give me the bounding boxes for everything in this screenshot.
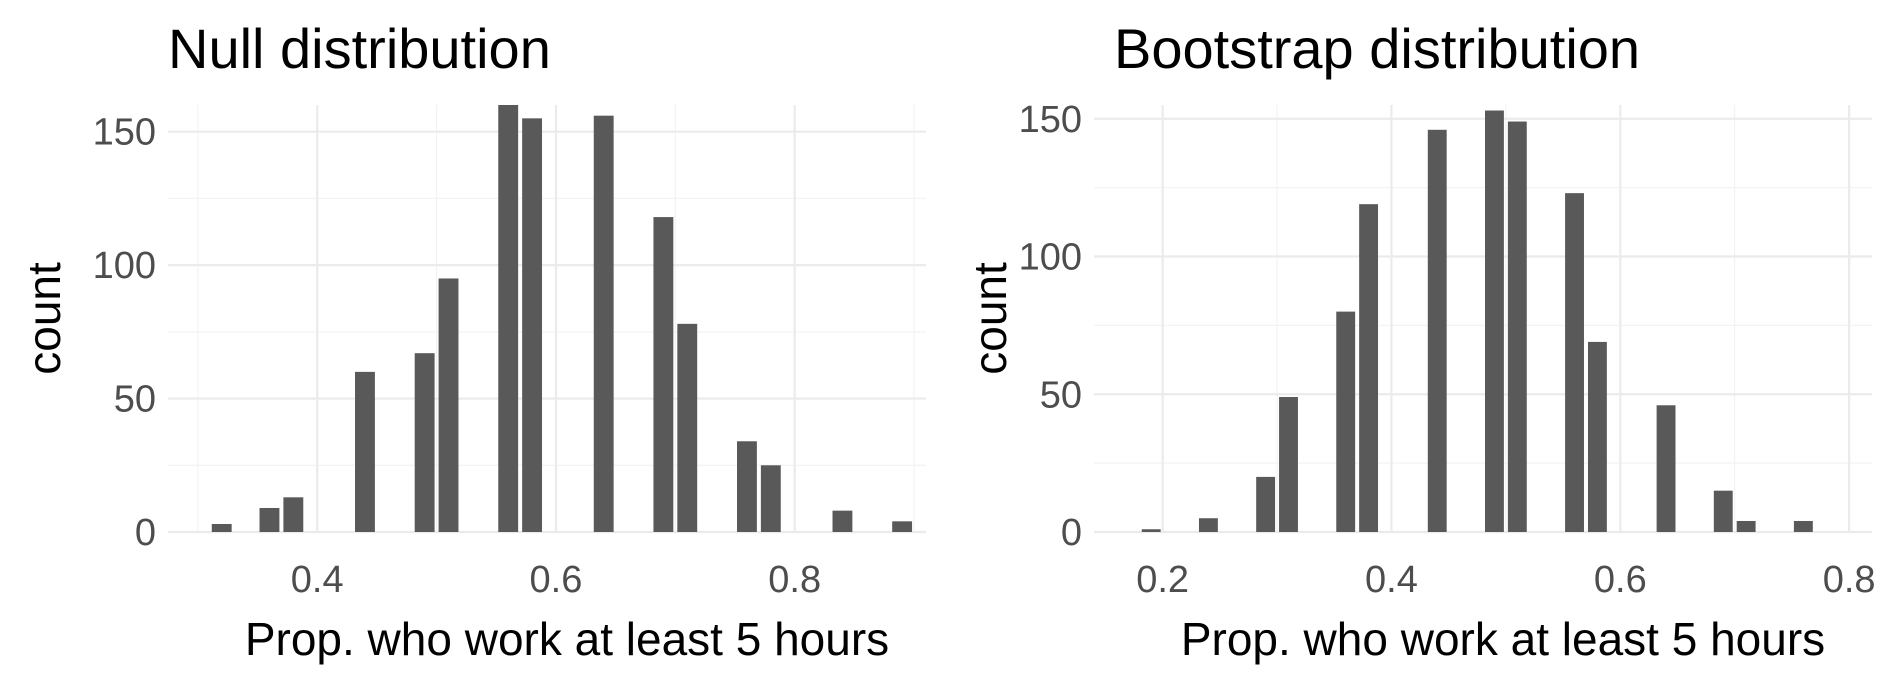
- x-axis-title: Prop. who work at least 5 hours: [245, 613, 889, 665]
- histogram-bar: [1485, 110, 1504, 532]
- x-tick-label: 0.6: [1594, 559, 1647, 601]
- histogram-bar: [1427, 129, 1447, 532]
- y-tick-label: 100: [1019, 237, 1082, 279]
- histogram-bar: [1656, 405, 1676, 532]
- histogram-bar: [1565, 193, 1584, 532]
- bootstrap-distribution-chart: 0.2 0.4 0.6 0.8 0 50 100 150 Bootstrap distribut…: [964, 17, 1876, 665]
- null-distribution-chart: 0.4 0.6 0.8 0 50 100 150 Null distribution Prop.…: [18, 17, 926, 665]
- histogram-bar: [522, 118, 543, 532]
- bootstrap-distribution-panel: 0.2 0.4 0.6 0.8 0 50 100 150 Bootstrap distribut…: [946, 0, 1892, 688]
- y-axis-title: count: [18, 262, 70, 375]
- y-tick-label: 150: [1019, 99, 1082, 141]
- histogram-bar: [593, 115, 614, 533]
- histogram-bar: [1141, 529, 1161, 532]
- chart-title: Null distribution: [168, 17, 551, 80]
- histogram-bar: [1256, 476, 1276, 532]
- histogram-bar: [677, 323, 698, 532]
- histogram-bar: [737, 441, 757, 532]
- histogram-bar: [1713, 490, 1733, 532]
- x-axis-title: Prop. who work at least 5 hours: [1181, 613, 1825, 665]
- y-tick-label: 50: [114, 379, 156, 421]
- x-tick-label: 0.2: [1136, 559, 1189, 601]
- x-tick-label: 0.4: [291, 559, 344, 601]
- y-tick-label: 150: [93, 112, 156, 154]
- y-axis-title: count: [964, 262, 1016, 375]
- histogram-bar: [1793, 520, 1813, 532]
- x-tick-label: 0.6: [530, 559, 583, 601]
- histogram-bar: [1587, 341, 1607, 532]
- histogram-bar: [653, 217, 674, 532]
- histogram-bar: [355, 371, 375, 532]
- histogram-bar: [760, 465, 781, 532]
- null-distribution-panel: 0.4 0.6 0.8 0 50 100 150 Null distribution Prop.…: [18, 17, 926, 665]
- histogram-bar: [1198, 518, 1218, 532]
- histogram-bar: [1507, 121, 1527, 533]
- histogram-bar: [1359, 204, 1379, 532]
- histogram-bar: [892, 521, 913, 532]
- histogram-bar: [414, 353, 435, 532]
- grid: [168, 105, 926, 534]
- histogram-bar: [211, 523, 232, 532]
- histogram-bar: [1336, 311, 1356, 532]
- histogram-bar: [1279, 397, 1298, 532]
- chart-title: Bootstrap distribution: [1114, 17, 1640, 80]
- histogram-bar: [283, 497, 304, 532]
- histogram-bar: [438, 278, 459, 532]
- x-tick-label: 0.8: [1823, 559, 1876, 601]
- histogram-bar: [832, 510, 853, 532]
- histogram-bar: [259, 507, 280, 532]
- y-tick-label: 50: [1040, 374, 1082, 416]
- y-tick-label: 0: [135, 512, 156, 554]
- y-tick-label: 100: [93, 245, 156, 287]
- bars: [211, 105, 913, 533]
- x-tick-label: 0.8: [768, 559, 821, 601]
- histogram-bar: [1736, 520, 1756, 532]
- bars: [1141, 110, 1813, 533]
- y-tick-label: 0: [1061, 512, 1082, 554]
- x-tick-label: 0.4: [1365, 559, 1418, 601]
- grid: [1094, 105, 1872, 534]
- histogram-bar: [498, 105, 519, 532]
